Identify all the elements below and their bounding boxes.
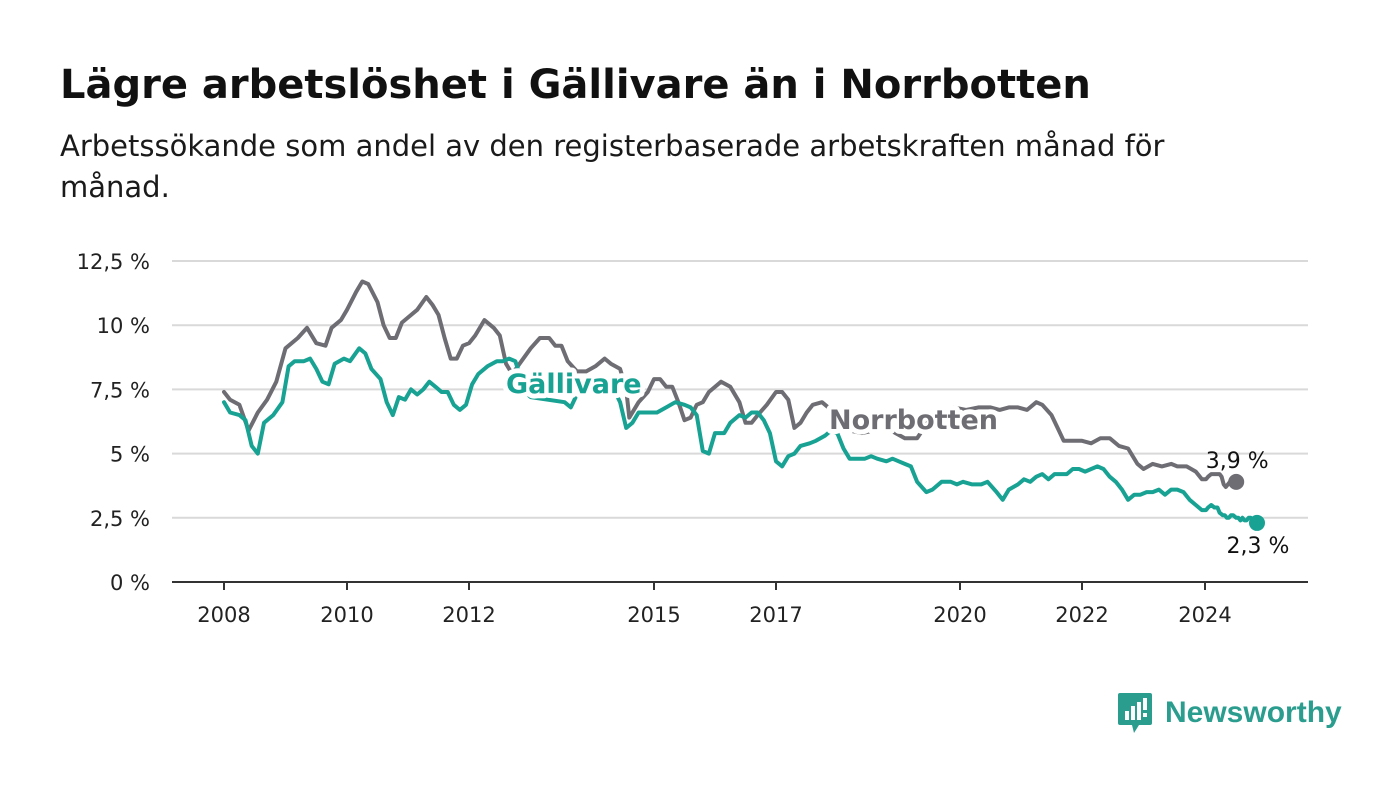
y-tick-label: 2,5 % — [90, 507, 150, 531]
y-axis-tick-labels: 0 % 2,5 % 5 % 7,5 % 10 % 12,5 % — [77, 250, 150, 595]
series-lines — [222, 279, 1265, 531]
chart-title: Lägre arbetslöshet i Gällivare än i Norr… — [60, 62, 1091, 108]
series-line-1 — [222, 346, 1259, 525]
x-tick-label: 2024 — [1178, 603, 1231, 627]
chart-subtitle: Arbetssökande som andel av den registerb… — [60, 129, 1165, 204]
x-tick-label: 2015 — [627, 603, 680, 627]
series-label-0: Gällivare — [506, 369, 642, 400]
grid-lines — [172, 260, 1308, 519]
series-end-point-1 — [1249, 514, 1265, 531]
x-tick-label: 2022 — [1055, 603, 1108, 627]
y-tick-label: 0 % — [110, 571, 150, 595]
y-tick-label: 10 % — [97, 314, 150, 338]
series-label-1: Norrbotten — [829, 405, 998, 436]
x-tick-label: 2012 — [442, 603, 495, 627]
series-labels: 3,9 %2,3 %GällivareGällivareNorrbottenNo… — [501, 364, 1290, 559]
x-tick-label: 2020 — [933, 603, 986, 627]
series-end-label-1: 2,3 % — [1227, 534, 1290, 559]
y-tick-label: 5 % — [110, 443, 150, 467]
newsworthy-logo: Newsworthy — [1117, 690, 1342, 736]
series-label-halo-0: Gällivare — [506, 369, 642, 400]
y-tick-label: 12,5 % — [77, 250, 150, 274]
y-tick-label: 7,5 % — [90, 378, 150, 402]
series-end-label-0: 3,9 % — [1206, 449, 1269, 474]
x-tick-label: 2010 — [320, 603, 373, 627]
series-line-0 — [222, 279, 1239, 489]
series-label-halo-1: Norrbotten — [829, 405, 998, 436]
x-tick-label: 2008 — [197, 603, 250, 627]
series-end-point-0 — [1228, 473, 1245, 490]
brand-name: Newsworthy — [1165, 696, 1342, 729]
x-axis: 2008 2010 2012 2015 2017 2020 2022 2024 — [172, 581, 1308, 627]
x-tick-label: 2017 — [749, 603, 802, 627]
bar-chart-speech-bubble-icon — [1118, 693, 1152, 733]
